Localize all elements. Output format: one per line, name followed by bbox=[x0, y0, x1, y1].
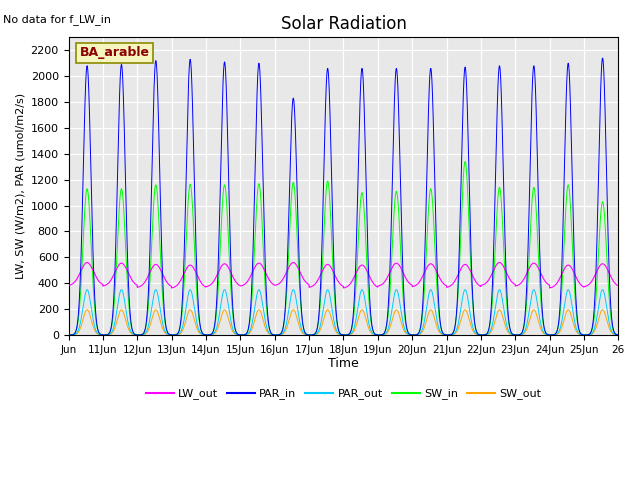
X-axis label: Time: Time bbox=[328, 358, 359, 371]
Y-axis label: LW, SW (W/m2), PAR (umol/m2/s): LW, SW (W/m2), PAR (umol/m2/s) bbox=[15, 93, 25, 279]
Title: Solar Radiation: Solar Radiation bbox=[280, 15, 406, 33]
Legend: LW_out, PAR_in, PAR_out, SW_in, SW_out: LW_out, PAR_in, PAR_out, SW_in, SW_out bbox=[141, 384, 545, 404]
Text: No data for f_LW_in: No data for f_LW_in bbox=[3, 14, 111, 25]
Text: BA_arable: BA_arable bbox=[79, 46, 150, 59]
